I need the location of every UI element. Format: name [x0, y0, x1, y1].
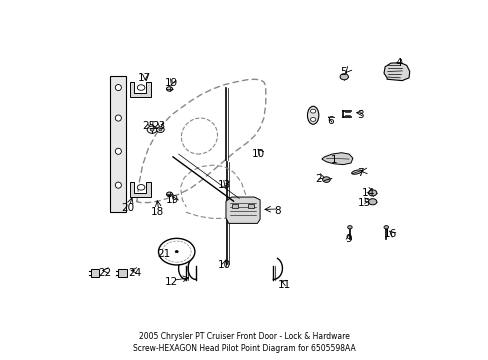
- Text: 6: 6: [326, 116, 333, 126]
- Text: 7: 7: [356, 168, 363, 179]
- Bar: [232, 204, 238, 208]
- Ellipse shape: [115, 148, 121, 154]
- Bar: [90, 269, 99, 276]
- Text: 5: 5: [340, 67, 346, 77]
- Text: 21: 21: [157, 249, 170, 259]
- Polygon shape: [225, 197, 260, 223]
- Circle shape: [159, 129, 162, 131]
- Bar: [247, 204, 253, 208]
- Text: 25: 25: [142, 121, 155, 131]
- Text: 1: 1: [330, 155, 337, 165]
- Ellipse shape: [115, 115, 121, 121]
- Circle shape: [162, 241, 191, 262]
- Text: 17: 17: [138, 73, 151, 83]
- Text: 12: 12: [164, 277, 177, 287]
- Circle shape: [339, 74, 347, 80]
- Circle shape: [347, 226, 351, 229]
- Polygon shape: [130, 82, 151, 97]
- Circle shape: [310, 109, 315, 113]
- Polygon shape: [130, 182, 151, 197]
- Text: 10: 10: [251, 149, 264, 159]
- Text: 11: 11: [278, 280, 291, 290]
- Ellipse shape: [307, 106, 318, 124]
- Circle shape: [383, 226, 388, 229]
- Circle shape: [156, 127, 164, 132]
- Text: 22: 22: [98, 268, 111, 278]
- Polygon shape: [321, 153, 352, 165]
- Text: 2: 2: [315, 174, 322, 184]
- Text: 19: 19: [166, 195, 179, 205]
- Text: 16: 16: [384, 229, 397, 239]
- Circle shape: [322, 177, 329, 183]
- Text: 18: 18: [151, 207, 164, 217]
- Circle shape: [137, 85, 144, 90]
- Circle shape: [175, 251, 178, 253]
- Bar: [118, 269, 127, 276]
- Circle shape: [147, 126, 157, 133]
- Text: 14: 14: [361, 188, 374, 198]
- Ellipse shape: [115, 182, 121, 188]
- Circle shape: [310, 117, 315, 121]
- Text: 4: 4: [394, 58, 401, 68]
- Text: 15: 15: [357, 198, 370, 208]
- Circle shape: [368, 190, 376, 196]
- Ellipse shape: [351, 170, 361, 174]
- Text: 9: 9: [345, 234, 351, 244]
- Circle shape: [368, 199, 376, 205]
- Text: 23: 23: [152, 121, 165, 131]
- Bar: [110, 76, 126, 212]
- Text: 19: 19: [164, 78, 177, 89]
- Text: 20: 20: [121, 203, 134, 213]
- Text: 24: 24: [128, 268, 142, 278]
- Text: 10: 10: [217, 260, 230, 270]
- Ellipse shape: [115, 85, 121, 91]
- Circle shape: [166, 192, 172, 197]
- Circle shape: [158, 238, 195, 265]
- Text: 8: 8: [273, 206, 280, 216]
- Circle shape: [150, 128, 154, 131]
- Circle shape: [137, 185, 144, 190]
- Text: 2005 Chrysler PT Cruiser Front Door - Lock & Hardware
Screw-HEXAGON Head Pilot P: 2005 Chrysler PT Cruiser Front Door - Lo…: [133, 332, 355, 353]
- Text: 13: 13: [217, 180, 230, 190]
- Polygon shape: [383, 63, 409, 81]
- Text: 3: 3: [356, 110, 363, 120]
- Circle shape: [166, 87, 172, 91]
